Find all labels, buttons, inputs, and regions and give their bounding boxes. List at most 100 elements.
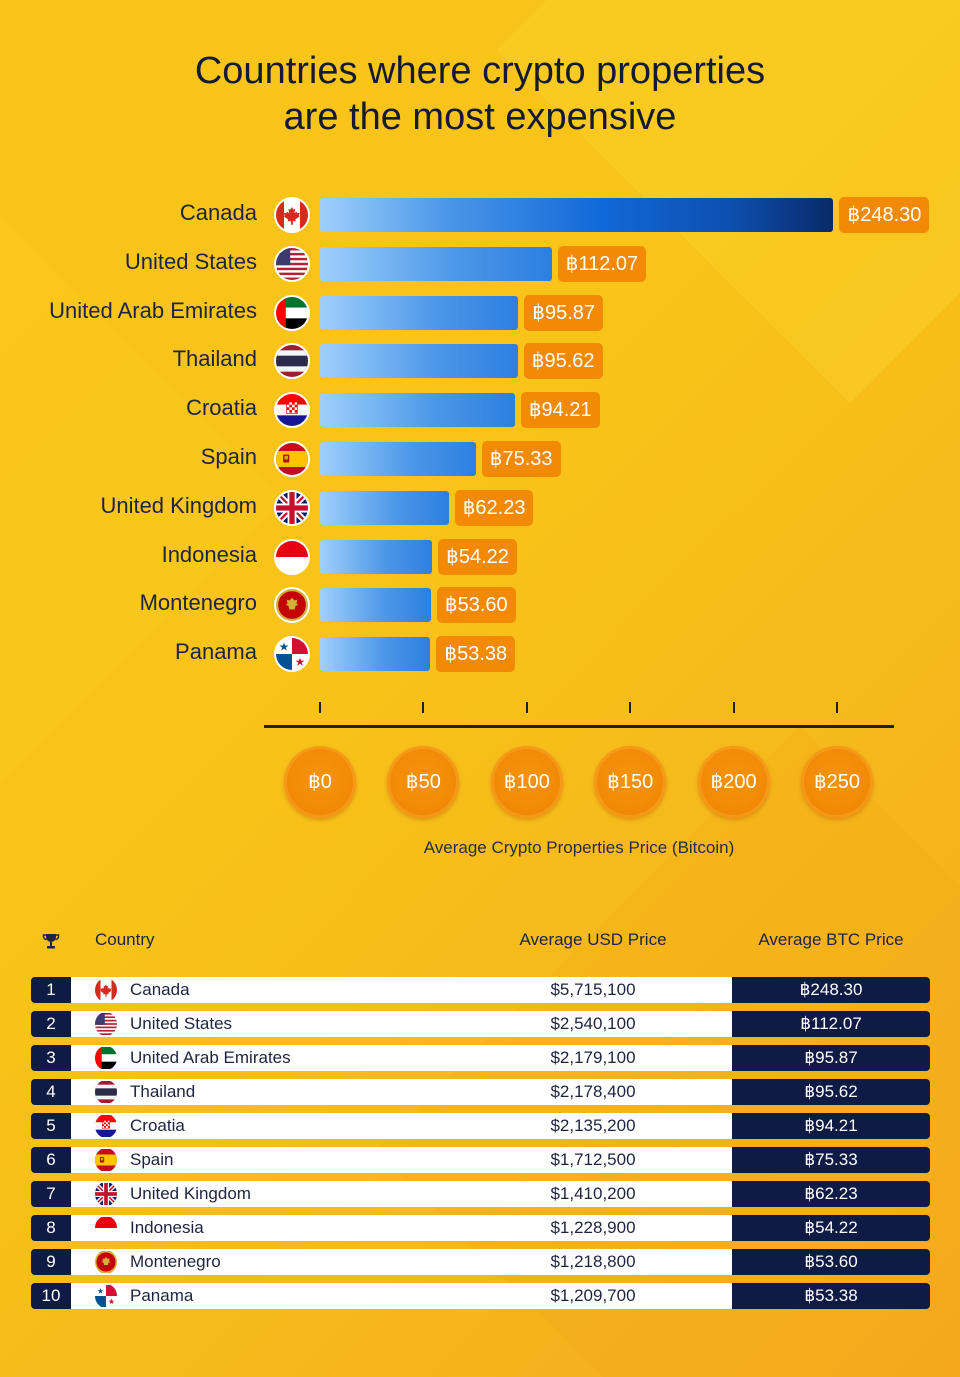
table-row: 9 Montenegro $1,218,800 ฿53.60 — [31, 1249, 930, 1275]
btc-price-cell: ฿53.60 — [732, 1249, 930, 1275]
bar-row: Spain ฿75.33 — [0, 441, 960, 477]
thailand-flag-icon — [274, 343, 310, 380]
x-tick-label-coin: ฿200 — [697, 746, 770, 818]
btc-price-cell: ฿54.22 — [732, 1215, 930, 1241]
bar-value-label: ฿112.07 — [557, 245, 647, 282]
x-axis-title: Average Crypto Properties Price (Bitcoin… — [423, 838, 735, 857]
bar-row: United Kingdom ฿62.23 — [0, 489, 960, 526]
column-header-country: Country — [95, 930, 155, 949]
bar-value-label: ฿248.30 — [839, 197, 930, 233]
row-body — [71, 1283, 732, 1309]
bar-value-label: ฿75.33 — [481, 441, 561, 477]
panama-flag-icon — [274, 636, 310, 673]
btc-price-cell: ฿112.07 — [732, 1011, 930, 1037]
title-line-2: are the most expensive — [283, 96, 677, 138]
x-tick-label-coin: ฿250 — [801, 746, 873, 818]
usd-price-cell: $1,218,800 — [550, 1252, 636, 1271]
canada-flag-icon — [95, 978, 117, 1002]
btc-price-cell: ฿94.21 — [732, 1113, 930, 1139]
thailand-flag-icon — [95, 1080, 117, 1104]
uae-flag-icon — [95, 1046, 117, 1070]
bar-row: United States ฿112.07 — [0, 245, 960, 282]
country-cell: Panama — [130, 1286, 194, 1305]
bar-value-label: ฿53.60 — [436, 587, 516, 624]
x-axis-tick — [732, 702, 735, 713]
montenegro-flag-icon — [274, 587, 310, 624]
bar-value-label: ฿62.23 — [454, 489, 534, 526]
x-axis-tick — [836, 702, 838, 713]
uae-flag-icon — [274, 294, 310, 331]
bar — [320, 539, 433, 574]
bar-category-label: Montenegro — [139, 590, 257, 616]
row-body — [71, 1113, 732, 1139]
usd-price-cell: $1,228,900 — [550, 1218, 636, 1237]
spain-flag-icon — [95, 1148, 117, 1172]
table-row: 5 Croatia $2,135,200 ฿94.21 — [31, 1113, 930, 1139]
usd-price-cell: $2,540,100 — [550, 1014, 636, 1033]
montenegro-flag-icon — [95, 1250, 117, 1274]
table-row: 3 United Arab Emirates $2,179,100 ฿95.87 — [31, 1045, 930, 1071]
table-row: 10 Panama $1,209,700 ฿53.38 — [31, 1283, 930, 1309]
country-cell: United States — [130, 1014, 233, 1033]
table-row: 6 Spain $1,712,500 ฿75.33 — [31, 1147, 930, 1173]
bar-row: Montenegro ฿53.60 — [0, 587, 960, 624]
country-cell: Indonesia — [130, 1218, 204, 1237]
bar — [320, 637, 431, 672]
usd-price-cell: $2,179,100 — [550, 1048, 636, 1067]
row-body — [71, 977, 732, 1003]
rank-cell: 6 — [31, 1147, 71, 1173]
bar — [320, 490, 449, 525]
bar-value-label: ฿95.87 — [524, 294, 604, 331]
spain-flag-icon — [274, 441, 310, 477]
bar — [320, 344, 518, 379]
x-tick-label-coin: ฿150 — [594, 746, 667, 818]
table-row: 1 Canada $5,715,100 ฿248.30 — [31, 977, 930, 1003]
bar-value-label: ฿54.22 — [438, 538, 517, 575]
x-tick-label-coin: ฿100 — [490, 746, 563, 818]
country-cell: Montenegro — [130, 1252, 221, 1271]
uk-flag-icon — [95, 1182, 117, 1206]
rank-cell: 5 — [31, 1113, 71, 1139]
country-cell: Croatia — [130, 1116, 185, 1135]
indonesia-flag-icon — [274, 538, 310, 575]
rank-cell: 8 — [31, 1215, 71, 1241]
rank-cell: 2 — [31, 1011, 71, 1037]
indonesia-flag-icon — [95, 1216, 117, 1240]
bar-value-label: ฿95.62 — [523, 343, 603, 380]
croatia-flag-icon — [274, 392, 310, 429]
bar-category-label: Spain — [200, 444, 257, 469]
bar-category-label: Panama — [175, 639, 257, 665]
country-cell: Thailand — [130, 1082, 196, 1101]
row-body — [71, 1045, 732, 1071]
bar-row: United Arab Emirates ฿95.87 — [0, 294, 960, 331]
usd-price-cell: $2,178,400 — [550, 1082, 636, 1101]
bar-row: Thailand ฿95.62 — [0, 343, 960, 380]
usd-price-cell: $2,135,200 — [550, 1116, 636, 1135]
table-row: 8 Indonesia $1,228,900 ฿54.22 — [31, 1215, 930, 1241]
table-row: 4 Thailand $2,178,400 ฿95.62 — [31, 1079, 930, 1105]
bar-row: Indonesia ฿54.22 — [0, 538, 960, 575]
bar-category-label: Thailand — [172, 346, 257, 372]
x-tick-label-coin: ฿50 — [387, 746, 460, 818]
rank-cell: 9 — [31, 1249, 71, 1275]
croatia-flag-icon — [95, 1114, 117, 1138]
usd-price-cell: $5,715,100 — [550, 980, 636, 999]
bar-category-label: Indonesia — [161, 541, 257, 567]
x-axis-line — [264, 725, 894, 728]
x-tick-label-coin: ฿0 — [284, 746, 356, 818]
chart-title: Countries where crypto properties are th… — [0, 48, 960, 140]
canada-flag-icon — [274, 197, 310, 233]
bar — [320, 295, 519, 330]
uk-flag-icon — [274, 489, 310, 526]
btc-price-cell: ฿75.33 — [732, 1147, 930, 1173]
usd-price-cell: $1,410,200 — [550, 1184, 636, 1203]
bar-value-label: ฿53.38 — [436, 636, 516, 673]
country-cell: United Kingdom — [130, 1184, 251, 1203]
bar-row: Croatia ฿94.21 — [0, 392, 960, 429]
usa-flag-icon — [274, 245, 310, 282]
bar-category-label: United Arab Emirates — [49, 297, 257, 323]
btc-price-cell: ฿248.30 — [732, 977, 930, 1003]
row-body — [71, 1079, 732, 1105]
country-cell: United Arab Emirates — [130, 1048, 291, 1067]
